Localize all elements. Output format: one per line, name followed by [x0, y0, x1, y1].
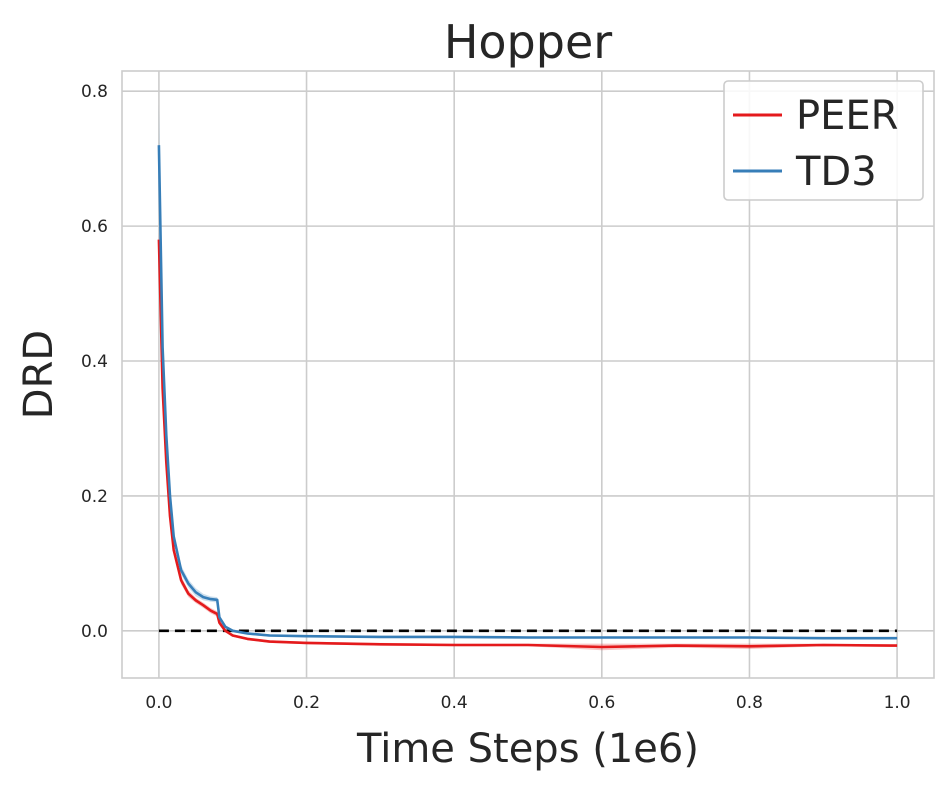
- y-tick-label: 0.4: [81, 352, 108, 372]
- x-tick-label: 0.0: [145, 693, 172, 713]
- x-tick-label: 0.4: [441, 693, 468, 713]
- legend-label-td3: TD3: [795, 149, 877, 195]
- plot-frame: [121, 70, 935, 679]
- x-tick-label: 0.8: [736, 693, 763, 713]
- x-tick-label: 1.0: [884, 693, 911, 713]
- y-tick-label: 0.6: [81, 217, 108, 237]
- series-lines: [157, 145, 898, 649]
- y-axis-label: DRD: [16, 330, 62, 419]
- legend-items: PEER TD3: [733, 93, 898, 195]
- band-peer: [158, 232, 898, 651]
- series-line-peer: [157, 239, 898, 649]
- x-axis-label: Time Steps (1e6): [356, 726, 699, 772]
- y-tick-label: 0.8: [81, 82, 108, 102]
- y-tick-label: 0.2: [81, 487, 108, 507]
- legend: PEER TD3: [723, 80, 924, 201]
- x-tick-label: 0.6: [588, 693, 615, 713]
- chart-title: Hopper: [444, 15, 612, 69]
- legend-label-peer: PEER: [796, 93, 898, 139]
- y-tick-label: 0.0: [81, 622, 108, 642]
- x-tick-label: 0.2: [293, 693, 320, 713]
- y-tick-labels: 0.0 0.2 0.4 0.6 0.8: [81, 82, 108, 642]
- series-line-td3: [157, 145, 898, 640]
- x-tick-labels: 0.0 0.2 0.4 0.6 0.8 1.0: [145, 693, 910, 713]
